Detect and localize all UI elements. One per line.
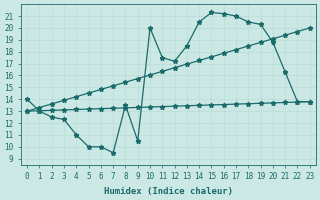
- X-axis label: Humidex (Indice chaleur): Humidex (Indice chaleur): [104, 187, 233, 196]
